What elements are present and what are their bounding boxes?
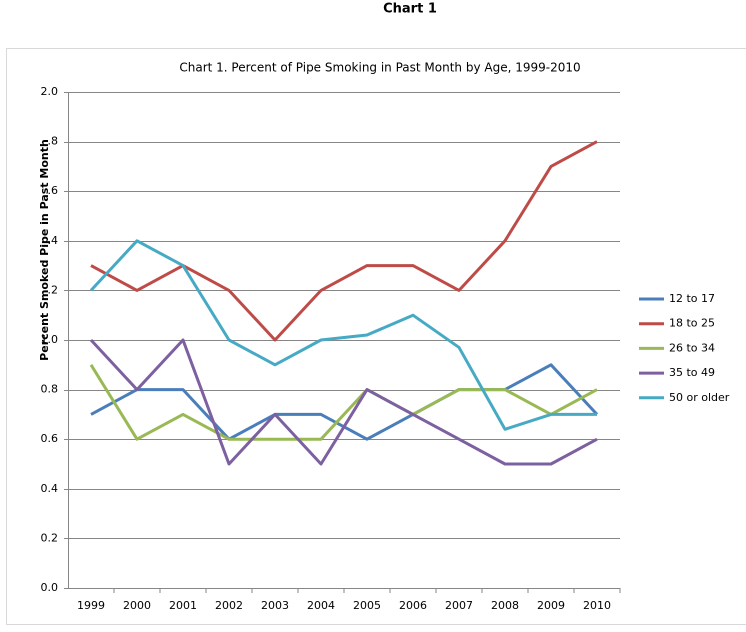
x-tick-label: 2000 [123,599,151,612]
y-tick-label: 0.6 [41,432,59,445]
y-tick-label: 2.0 [41,85,59,98]
y-tick-label: 0.4 [41,482,59,495]
y-tick-label: 0.8 [41,383,59,396]
legend-label: 50 or older [669,391,730,404]
legend-label: 12 to 17 [669,292,715,305]
x-tick-label: 2004 [307,599,335,612]
y-tick-label: 0.0 [41,581,59,594]
x-tick-label: 2002 [215,599,243,612]
x-tick-label: 1999 [77,599,105,612]
x-tick-label: 2001 [169,599,197,612]
legend-label: 35 to 49 [669,366,715,379]
chart-frame [6,48,746,625]
legend-label: 26 to 34 [669,341,715,354]
y-tick-label: .2 [48,283,59,296]
x-tick-label: 2008 [491,599,519,612]
series-line [89,338,598,466]
x-tick-label: 2003 [261,599,289,612]
y-tick-label: .8 [48,135,59,148]
x-tick-label: 2005 [353,599,381,612]
y-tick-label: 1.0 [41,333,59,346]
x-tick-label: 2010 [583,599,611,612]
y-tick-label: .6 [48,184,59,197]
series-line [89,364,598,441]
series-line [90,140,598,342]
y-tick-label: .4 [48,234,59,247]
y-axis-title: Percent Smoked Pipe in Past Month [38,139,51,361]
x-tick-label: 2007 [445,599,473,612]
series-line [89,239,597,431]
y-tick-label: 0.2 [41,531,59,544]
x-tick-label: 2009 [537,599,565,612]
x-tick-label: 2006 [399,599,427,612]
page-title: Chart 1 [383,2,437,17]
legend-label: 18 to 25 [669,317,715,330]
chart-title: Chart 1. Percent of Pipe Smoking in Past… [179,61,580,75]
